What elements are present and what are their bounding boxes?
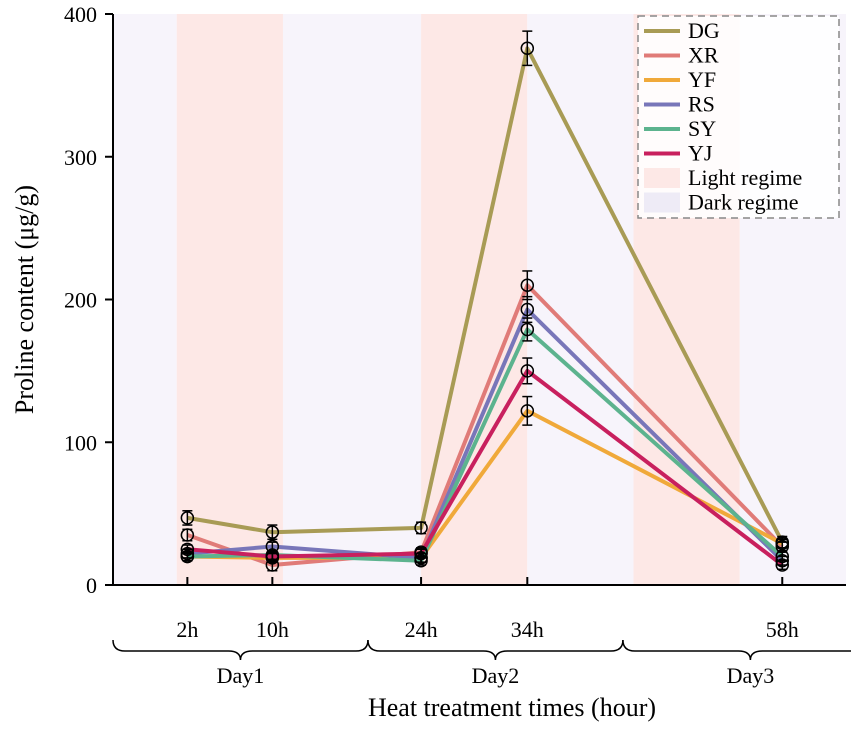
data-point-XR-2h bbox=[180, 528, 195, 542]
x-tick-label: 58h bbox=[766, 617, 799, 642]
legend-label-dark-regime: Dark regime bbox=[688, 190, 799, 215]
y-tick-label: 300 bbox=[64, 145, 97, 170]
y-tick-label: 100 bbox=[64, 430, 97, 455]
data-point-YF-58h bbox=[775, 536, 790, 551]
legend-label-yf: YF bbox=[688, 67, 716, 92]
y-tick-label: 0 bbox=[86, 573, 97, 598]
legend-swatch-light-regime bbox=[644, 168, 680, 188]
data-point-SY-34h bbox=[520, 322, 535, 337]
data-point-DG-34h bbox=[520, 41, 535, 56]
axes: 0 100 200 300 400 bbox=[64, 2, 846, 598]
y-axis-label: Proline content (μg/g) bbox=[10, 185, 39, 414]
x-tick-label: 24h bbox=[405, 617, 438, 642]
data-point-RS-34h bbox=[520, 302, 535, 317]
x-tick-label: 2h bbox=[176, 617, 198, 642]
legend-label-rs: RS bbox=[688, 92, 715, 117]
data-point-YJ-24h bbox=[414, 546, 428, 561]
legend-label-yj: YJ bbox=[688, 141, 713, 166]
x-tick-label: 10h bbox=[256, 617, 289, 642]
legend-swatch-dark-regime bbox=[644, 192, 680, 213]
light-regime-band-1 bbox=[176, 14, 283, 585]
x-axis-label: Heat treatment times (hour) bbox=[368, 693, 656, 722]
day-brace-Day3 bbox=[622, 639, 851, 661]
x-axis: 2h 10h 24h 34h 58h Day1 Day2 Day3 bbox=[112, 577, 851, 688]
data-point-YF-34h bbox=[520, 404, 535, 418]
data-point-YJ-2h bbox=[180, 542, 195, 557]
data-point-YJ-34h bbox=[520, 364, 535, 378]
y-tick-label: 200 bbox=[64, 288, 97, 313]
y-tick-label: 400 bbox=[64, 2, 97, 27]
legend-label-sy: SY bbox=[688, 116, 716, 141]
dark-regime-band-0 bbox=[113, 14, 177, 585]
legend-label-dg: DG bbox=[688, 18, 720, 43]
data-point-YJ-58h bbox=[775, 558, 790, 572]
legend-label-xr: XR bbox=[688, 43, 719, 68]
day-label-Day2: Day2 bbox=[472, 663, 520, 688]
data-point-XR-34h bbox=[520, 278, 535, 292]
series-group bbox=[180, 30, 790, 572]
day-label-Day3: Day3 bbox=[727, 663, 775, 688]
dark-regime-band-4 bbox=[527, 14, 634, 585]
dark-regime-band-2 bbox=[282, 14, 422, 585]
data-point-DG-2h bbox=[180, 511, 195, 525]
data-point-DG-24h bbox=[414, 521, 428, 535]
x-tick-label: 34h bbox=[511, 617, 544, 642]
day-brace-Day1 bbox=[112, 639, 369, 661]
light-regime-band-3 bbox=[421, 14, 528, 585]
day-label-Day1: Day1 bbox=[217, 663, 265, 688]
data-point-DG-10h bbox=[265, 525, 280, 539]
regime-bands bbox=[113, 14, 846, 585]
day-brace-Day2 bbox=[367, 639, 624, 661]
data-point-YJ-10h bbox=[265, 549, 280, 564]
legend-label-light-regime: Light regime bbox=[688, 165, 802, 190]
